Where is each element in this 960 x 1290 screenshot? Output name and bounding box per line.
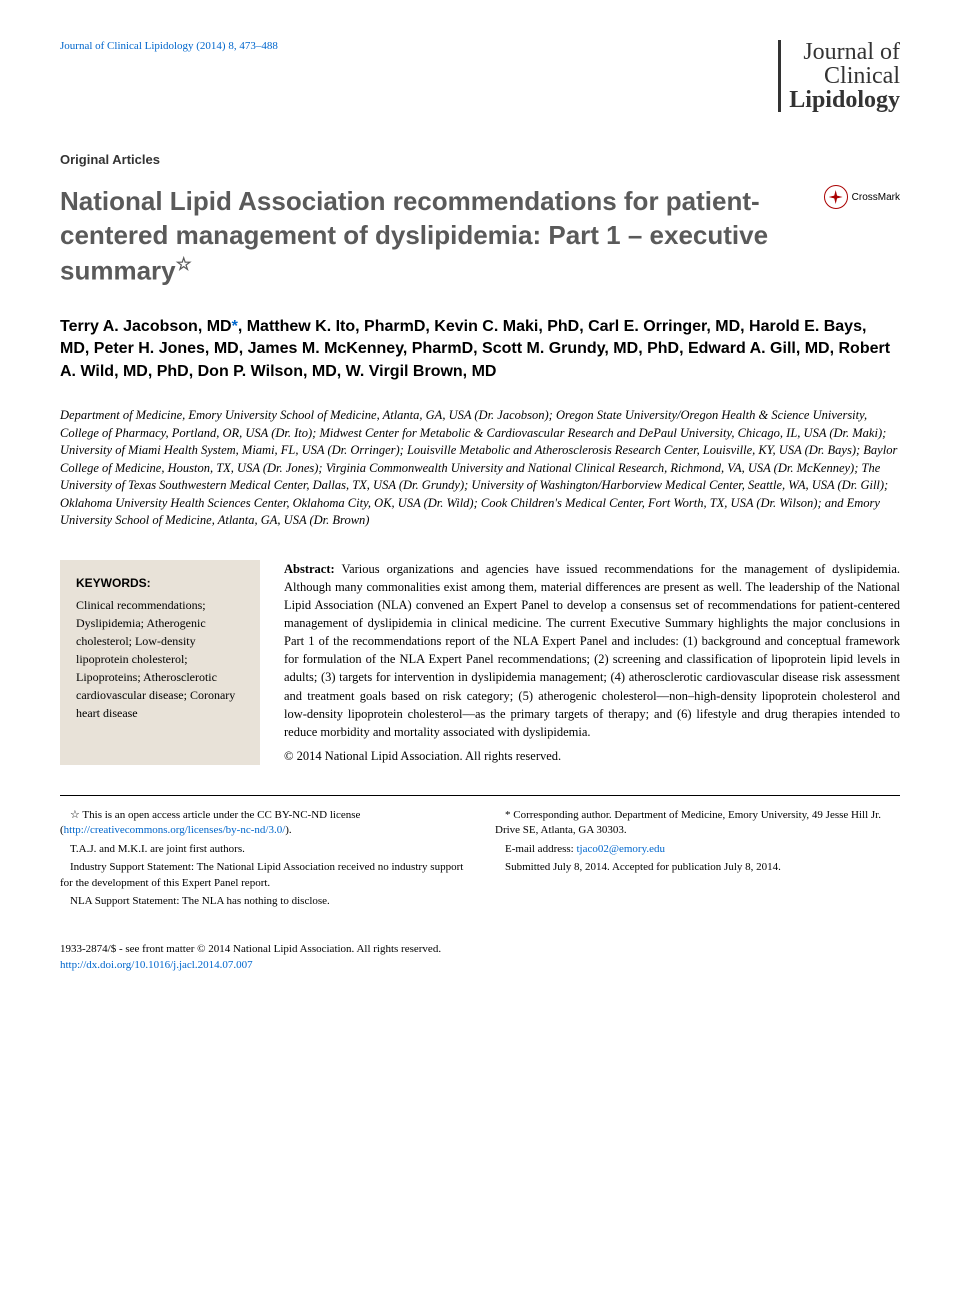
doi-link[interactable]: http://dx.doi.org/10.1016/j.jacl.2014.07… [60,959,253,971]
keywords-heading: KEYWORDS: [76,574,244,592]
title-footnote-star: ☆ [176,254,192,274]
article-type: Original Articles [60,152,900,167]
title-text: National Lipid Association recommendatio… [60,186,768,285]
footnotes: ☆ This is an open access article under t… [60,808,900,912]
logo-line-2: Clinical [789,64,900,88]
author-affiliations: Department of Medicine, Emory University… [60,407,900,530]
keywords-list: Clinical recommendations; Dyslipidemia; … [76,596,244,722]
cc-license-link[interactable]: http://creativecommons.org/licenses/by-n… [64,824,286,836]
crossmark-badge[interactable]: CrossMark [824,185,900,209]
journal-reference: Journal of Clinical Lipidology (2014) 8,… [60,40,278,52]
corresponding-email-link[interactable]: tjaco02@emory.edu [576,843,665,855]
footnotes-right-column: * Corresponding author. Department of Me… [495,808,900,912]
footnote-nla-support: NLA Support Statement: The NLA has nothi… [60,894,465,909]
abstract-heading: Abstract: [284,562,335,576]
logo-line-1: Journal of [789,40,900,64]
footnote-oa-text-b: ). [285,824,291,836]
footer-copyright: 1933-2874/$ - see front matter © 2014 Na… [60,942,900,957]
footnote-divider [60,795,900,796]
crossmark-icon [824,185,848,209]
footnote-joint-authors: T.A.J. and M.K.I. are joint first author… [60,842,465,857]
article-title: National Lipid Association recommendatio… [60,185,824,288]
abstract-body: Various organizations and agencies have … [284,562,900,739]
author-list: Terry A. Jacobson, MD*, Matthew K. Ito, … [60,316,900,383]
keywords-box: KEYWORDS: Clinical recommendations; Dysl… [60,560,260,765]
footnote-industry-support: Industry Support Statement: The National… [60,860,465,891]
page-footer: 1933-2874/$ - see front matter © 2014 Na… [60,942,900,973]
abstract-copyright: © 2014 National Lipid Association. All r… [284,747,900,765]
email-label: E-mail address: [505,843,576,855]
footnote-dates: Submitted July 8, 2014. Accepted for pub… [495,860,900,875]
footnotes-left-column: ☆ This is an open access article under t… [60,808,465,912]
keywords-abstract-row: KEYWORDS: Clinical recommendations; Dysl… [60,560,900,765]
footnote-email: E-mail address: tjaco02@emory.edu [495,842,900,857]
footnote-corresponding-author: * Corresponding author. Department of Me… [495,808,900,839]
abstract: Abstract: Various organizations and agen… [284,560,900,765]
crossmark-label: CrossMark [852,192,900,203]
page-header: Journal of Clinical Lipidology (2014) 8,… [60,40,900,112]
title-row: National Lipid Association recommendatio… [60,185,900,316]
logo-line-3: Lipidology [789,88,900,112]
authors-text: Terry A. Jacobson, MD*, Matthew K. Ito, … [60,318,890,380]
corresponding-author-mark: * [232,318,238,335]
journal-logo: Journal of Clinical Lipidology [778,40,900,112]
footnote-open-access: ☆ This is an open access article under t… [60,808,465,839]
